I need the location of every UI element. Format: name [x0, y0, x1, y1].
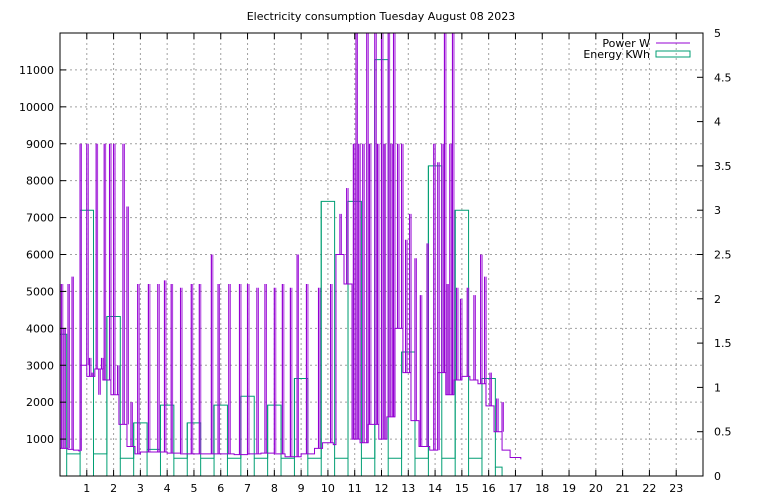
y2-tick-label: 2: [714, 293, 721, 306]
y2-tick-label: 3.5: [714, 160, 732, 173]
y2-tick-label: 4: [714, 116, 721, 129]
x-tick-label: 23: [669, 482, 683, 495]
y-tick-label: 3000: [26, 359, 54, 372]
x-tick-label: 7: [244, 482, 251, 495]
legend-label-energy: Energy KWh: [583, 48, 650, 61]
x-tick-label: 13: [401, 482, 415, 495]
x-tick-label: 14: [428, 482, 442, 495]
x-tick-label: 12: [375, 482, 389, 495]
x-tick-label: 16: [482, 482, 496, 495]
x-tick-label: 9: [298, 482, 305, 495]
x-tick-label: 3: [137, 482, 144, 495]
x-tick-label: 4: [164, 482, 171, 495]
y-tick-label: 2000: [26, 396, 54, 409]
y2-tick-label: 0.5: [714, 426, 732, 439]
x-tick-label: 10: [321, 482, 335, 495]
y2-tick-label: 5: [714, 27, 721, 40]
x-tick-label: 15: [455, 482, 469, 495]
y-tick-label: 10000: [19, 101, 54, 114]
x-tick-label: 11: [348, 482, 362, 495]
y-tick-label: 8000: [26, 175, 54, 188]
axis-ticks: 1 2 3 4 5 6 7 8 9 10 11 12 13 14 15 16 17 18 19 20 21 22 23100…: [19, 27, 732, 495]
y-tick-label: 5000: [26, 285, 54, 298]
y2-tick-label: 3: [714, 204, 721, 217]
y2-tick-label: 2.5: [714, 249, 732, 262]
legend-swatch-energy: [655, 50, 691, 58]
x-tick-label: 17: [508, 482, 522, 495]
legend: Power W Energy KWh: [583, 37, 691, 61]
x-tick-label: 20: [589, 482, 603, 495]
x-tick-label: 21: [616, 482, 630, 495]
y-tick-label: 11000: [19, 64, 54, 77]
y2-tick-label: 4.5: [714, 71, 732, 84]
x-tick-label: 2: [110, 482, 117, 495]
y-tick-label: 9000: [26, 138, 54, 151]
energy-step-line: [59, 59, 503, 476]
y2-tick-label: 1.5: [714, 337, 732, 350]
x-tick-label: 1: [83, 482, 90, 495]
energy-series: [59, 59, 503, 476]
x-tick-label: 5: [190, 482, 197, 495]
y-tick-label: 6000: [26, 249, 54, 262]
y2-tick-label: 0: [714, 470, 721, 483]
x-tick-label: 6: [217, 482, 224, 495]
legend-label-power: Power W: [602, 37, 650, 50]
x-tick-label: 18: [535, 482, 549, 495]
x-tick-label: 22: [642, 482, 656, 495]
y-tick-label: 7000: [26, 212, 54, 225]
y-tick-label: 1000: [26, 433, 54, 446]
x-tick-label: 8: [271, 482, 278, 495]
chart-title: Electricity consumption Tuesday August 0…: [247, 10, 516, 23]
power-series: [60, 33, 522, 460]
y-tick-label: 4000: [26, 322, 54, 335]
x-tick-label: 19: [562, 482, 576, 495]
y2-tick-label: 1: [714, 381, 721, 394]
